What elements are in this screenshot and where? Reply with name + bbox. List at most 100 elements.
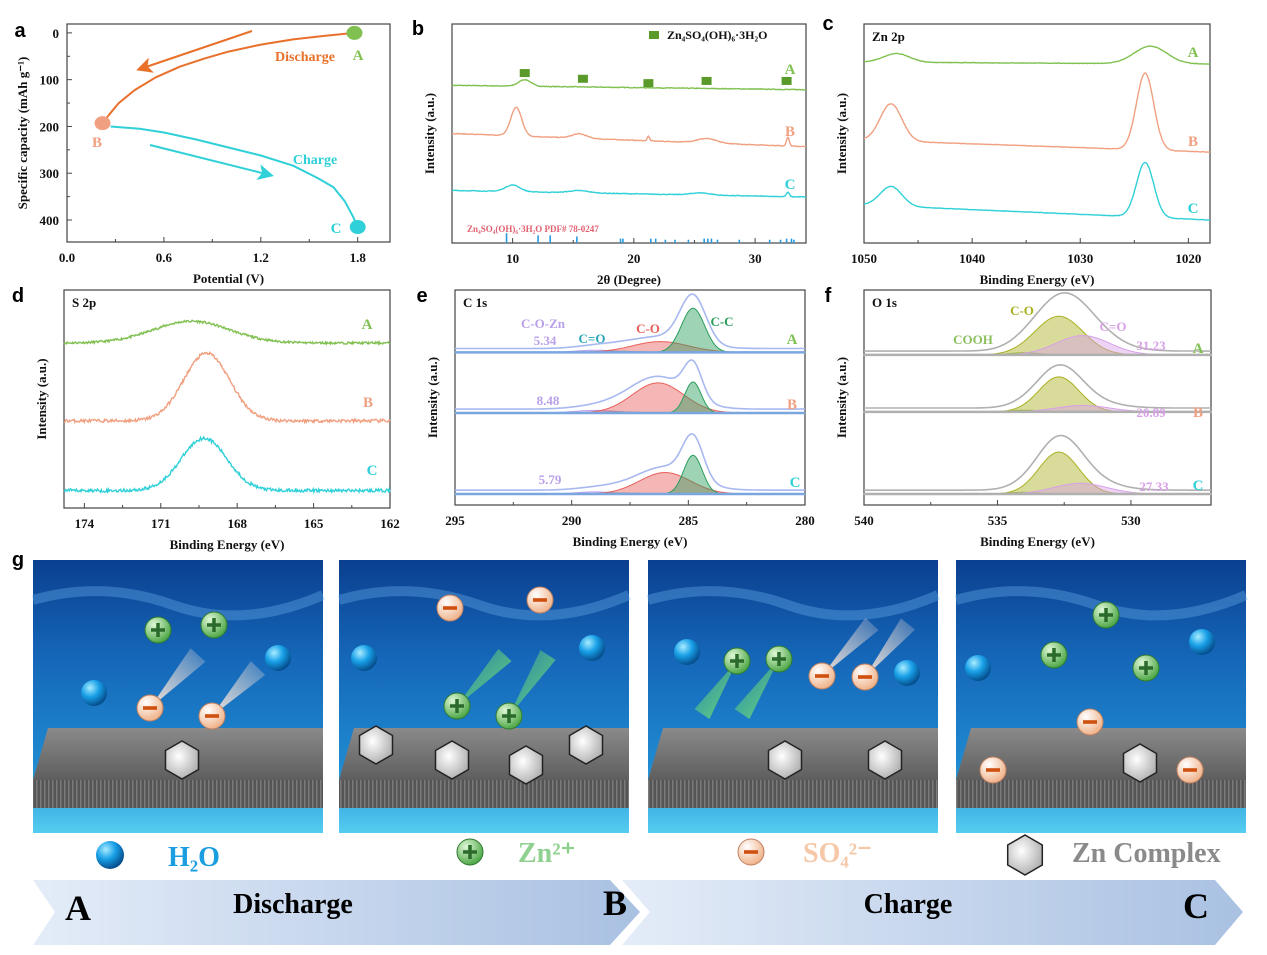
state-B-label: B	[603, 883, 627, 923]
process-banner: A Discharge B Charge C	[33, 880, 1243, 945]
component-label: C-C	[710, 314, 733, 329]
sulfate-ion-icon	[198, 702, 226, 730]
charge-arrow	[622, 880, 1243, 945]
state-label-C: C	[331, 221, 342, 237]
series-label-C: C	[1193, 478, 1204, 494]
ratio-value: 27.33	[1139, 479, 1169, 494]
motion-trail	[822, 617, 879, 676]
spectrum-B	[863, 72, 1211, 153]
fit-envelope	[455, 433, 805, 491]
state-point-A	[346, 25, 363, 40]
y-tick-label: 300	[40, 166, 60, 181]
y-axis-label: Intensity (a.u.)	[834, 357, 849, 438]
panel-a: 0.0 0.6 1.2 1.8 0 100 200 300 400 Potential (V) Sp…	[15, 23, 391, 286]
y-axis-label: Intensity (a.u.)	[834, 93, 849, 174]
component-label: C-O	[1010, 303, 1034, 318]
x-tick-label: 290	[562, 513, 582, 528]
electrode-side	[648, 780, 938, 808]
panel-letter-g: g	[12, 549, 24, 571]
x-tick-label: 162	[380, 516, 400, 531]
discharge-arrow	[33, 880, 640, 945]
ratio-value: 31.23	[1136, 338, 1166, 353]
water-molecule-icon	[1189, 629, 1215, 655]
zinc-ion-icon	[443, 692, 471, 720]
zn-complex-icon	[767, 740, 803, 780]
fit-envelope	[455, 293, 805, 350]
panel-e: 295 290 285 280 Binding Energy (eV) Intensity…	[425, 289, 815, 549]
plot-frame	[66, 23, 391, 243]
legend-zinc-ion-label: Zn²⁺	[518, 838, 575, 869]
panel-b: 10 20 30 2θ (Degree) Intensity (a.u.) A B C Zn₄S…	[422, 23, 807, 287]
discharge-stage-label: Discharge	[233, 889, 353, 920]
series-label-B: B	[1193, 405, 1203, 421]
legend-marker	[649, 31, 659, 39]
zn-complex-icon	[508, 745, 544, 785]
electrode-side	[956, 780, 1246, 808]
spectrum-A	[864, 45, 1211, 65]
ratio-value: 8.48	[537, 393, 560, 408]
x-tick-label: 540	[854, 513, 874, 528]
spectrum-B	[451, 106, 807, 148]
sulfate-ion-icon	[979, 756, 1007, 784]
wave-highlight	[337, 586, 632, 621]
discharge-label: Discharge	[275, 50, 335, 65]
phase-marker	[519, 69, 530, 78]
water-molecule-icon	[674, 639, 700, 665]
motion-trail	[212, 661, 266, 716]
electrode-surface	[956, 728, 1246, 780]
component-label: COOH	[953, 332, 993, 347]
panel-letter-b: b	[412, 18, 424, 40]
schematic-legend: H₂O Zn²⁺ SO₄²⁻ Zn Complex	[168, 838, 1221, 873]
phase-marker	[577, 74, 588, 83]
zinc-ion-icon	[723, 647, 751, 675]
x-tick-label: 1.8	[350, 250, 367, 265]
ratio-value: 5.79	[539, 472, 562, 487]
sulfate-ion-icon	[737, 838, 765, 866]
zinc-ion-icon	[144, 616, 172, 644]
x-tick-label: 280	[795, 513, 815, 528]
spectrum-C	[451, 184, 807, 198]
series-label-C: C	[785, 177, 796, 193]
y-axis-label: Specific capacity (mAh g⁻¹)	[15, 57, 30, 210]
water-molecule-icon	[965, 655, 991, 681]
water-molecule-icon	[579, 635, 605, 661]
reference-label: Zn₄SO₄(OH)₆·3H₂O PDF# 78-0247	[467, 224, 599, 234]
x-axis-label: Binding Energy (eV)	[573, 534, 688, 549]
series-label-B: B	[363, 395, 373, 411]
panel-title: S 2p	[72, 295, 96, 310]
x-axis-label: 2θ (Degree)	[597, 272, 661, 287]
state-A-label: A	[65, 888, 91, 928]
series-label-A: A	[1193, 341, 1204, 357]
series-label-A: A	[362, 317, 373, 333]
sulfate-ion-icon	[1076, 708, 1104, 736]
zn-complex-icon	[434, 740, 470, 780]
component-label: C=O	[1100, 319, 1127, 334]
y-tick-label: 0	[53, 26, 60, 41]
phase-marker	[701, 76, 712, 85]
x-tick-label: 0.6	[156, 250, 173, 265]
zn-complex-icon	[1122, 743, 1158, 783]
zinc-ion-icon	[1040, 641, 1068, 669]
spectrum-A	[63, 319, 391, 346]
panel-title: Zn 2p	[872, 29, 905, 44]
electrode-side	[33, 780, 323, 808]
sulfate-ion-icon	[136, 694, 164, 722]
series-label-B: B	[1188, 134, 1198, 150]
panel-letter-f: f	[825, 285, 832, 307]
phase-marker	[781, 76, 792, 85]
x-tick-label: 165	[304, 516, 324, 531]
series-label-A: A	[1188, 45, 1199, 61]
plot-frame	[863, 23, 1211, 244]
x-tick-label: 530	[1121, 513, 1141, 528]
charge-stage-label: Charge	[864, 889, 953, 920]
motion-trail	[509, 650, 556, 716]
wave-highlight	[646, 586, 941, 621]
series-label-C: C	[367, 463, 378, 479]
plot-frame	[63, 289, 391, 509]
electrode-surface	[339, 728, 629, 780]
water-molecule-icon	[265, 645, 291, 671]
fit-envelope	[864, 364, 1211, 409]
x-tick-label: 168	[227, 516, 247, 531]
zinc-ion-icon	[1092, 601, 1120, 629]
water-molecule-icon	[96, 841, 124, 869]
